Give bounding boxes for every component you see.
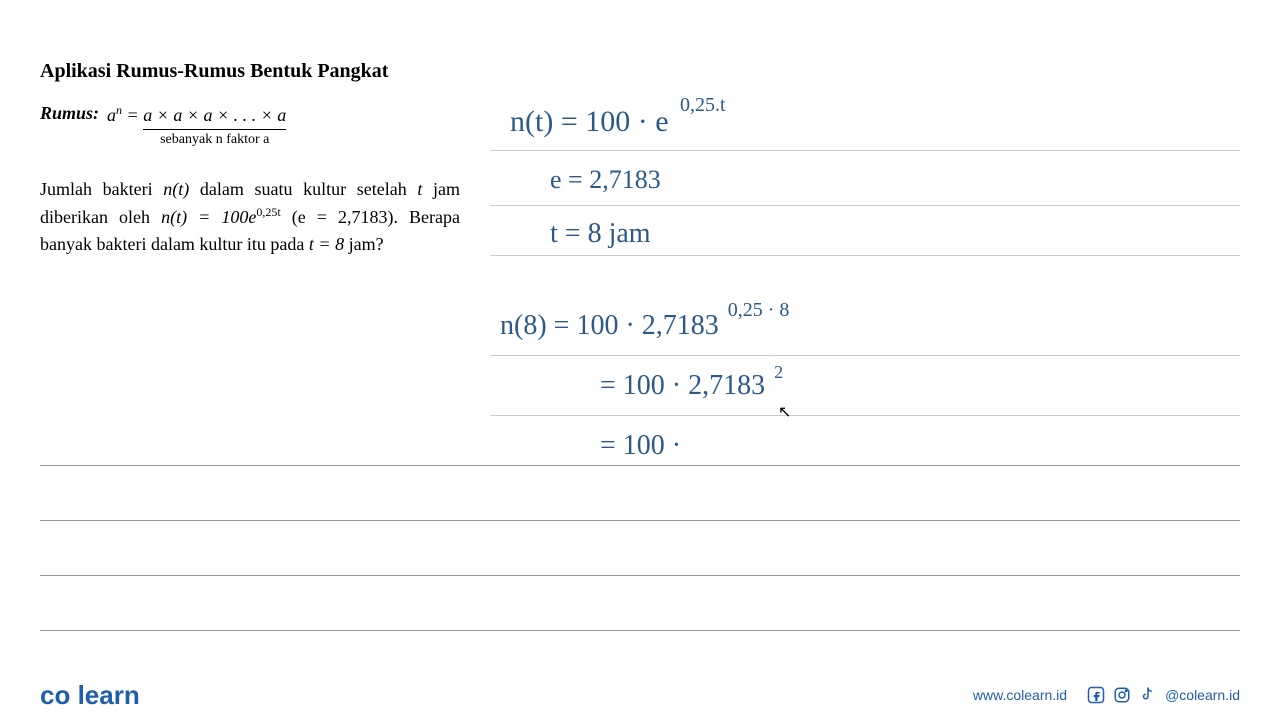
rule-line <box>490 415 1240 416</box>
rule-line <box>490 205 1240 206</box>
page-title: Aplikasi Rumus-Rumus Bentuk Pangkat <box>40 60 460 83</box>
page-rule <box>40 630 1240 631</box>
rule-line <box>490 355 1240 356</box>
brand-logo: co learn <box>40 680 140 711</box>
page-rule <box>40 520 1240 521</box>
tiktok-icon <box>1139 686 1157 704</box>
handwritten-step-2: e = 2,7183 <box>550 165 661 195</box>
instagram-icon <box>1113 686 1131 704</box>
formula-definition: Rumus: an = a × a × a × . . . × a sebany… <box>40 103 460 126</box>
footer-handle: @colearn.id <box>1165 687 1240 703</box>
page-rule <box>40 575 1240 576</box>
handwritten-step-4: n(8) = 100 · 2,7183 0,25 · 8 <box>500 310 787 342</box>
footer: co learn www.colearn.id @colearn.id <box>0 670 1280 720</box>
handwritten-step-6: = 100 · <box>600 430 681 462</box>
formula-label: Rumus: <box>40 103 99 124</box>
handwritten-step-1: n(t) = 100 · e 0,25.t <box>510 105 722 139</box>
problem-text: Jumlah bakteri n(t) dalam suatu kultur s… <box>40 176 460 258</box>
formula-underbrace: sebanyak n faktor a <box>143 129 286 148</box>
formula-main: an = a × a × a × . . . × a sebanyak n fa… <box>107 105 286 125</box>
right-column: n(t) = 100 · e 0,25.t e = 2,7183 t = 8 j… <box>490 60 1240 660</box>
formula-content: an = a × a × a × . . . × a sebanyak n fa… <box>107 103 286 126</box>
rule-line <box>490 150 1240 151</box>
cursor-icon: ↖ <box>778 402 791 422</box>
left-column: Aplikasi Rumus-Rumus Bentuk Pangkat Rumu… <box>40 60 490 660</box>
footer-right: www.colearn.id @colearn.id <box>973 686 1240 704</box>
page-rule <box>40 465 1240 466</box>
rule-line <box>490 255 1240 256</box>
social-icons: @colearn.id <box>1087 686 1240 704</box>
facebook-icon <box>1087 686 1105 704</box>
content-area: Aplikasi Rumus-Rumus Bentuk Pangkat Rumu… <box>0 0 1280 660</box>
footer-url: www.colearn.id <box>973 687 1067 703</box>
handwritten-step-5: = 100 · 2,7183 2 <box>600 370 781 402</box>
handwritten-step-3: t = 8 jam <box>550 218 651 250</box>
